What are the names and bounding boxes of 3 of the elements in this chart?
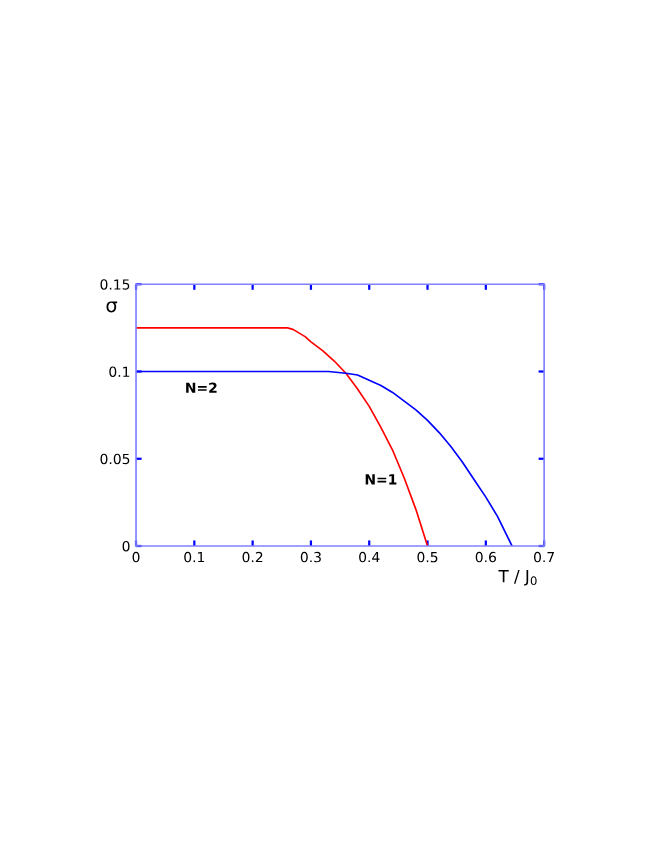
y-axis-title: σ [106,301,118,313]
line-series [136,327,429,547]
x-axis-title: T / J$_{0}$ [498,570,537,586]
